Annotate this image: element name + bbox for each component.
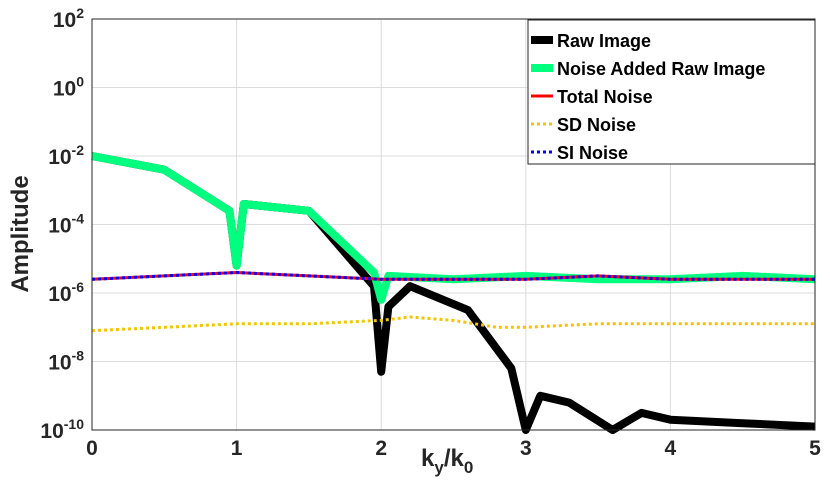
- x-tick-label: 1: [231, 437, 243, 460]
- legend-items: Raw Image Noise Added Raw Image Total Nois…: [531, 31, 765, 163]
- x-tick-label: 3: [520, 437, 532, 460]
- legend-label: Noise Added Raw Image: [557, 59, 765, 79]
- legend-label: SD Noise: [557, 115, 636, 135]
- x-axis-label: ky/k0: [421, 445, 473, 477]
- x-tick-labels: 0 1 2 3 4 5: [86, 437, 821, 460]
- series-lines: [91, 152, 816, 434]
- x-tick-label: 0: [86, 437, 98, 460]
- series-line-si-noise: [91, 271, 815, 281]
- y-tick-label: 102: [53, 5, 84, 32]
- y-tick-label: 10-8: [48, 348, 84, 375]
- series-line-sd-noise: [91, 315, 815, 333]
- y-axis-label: Amplitude: [7, 175, 34, 292]
- y-tick-labels: 102 100 10-2 10-4 10-6 10-8 10-10: [40, 5, 84, 443]
- legend-box: [527, 19, 816, 165]
- x-tick-label: 2: [375, 437, 387, 460]
- legend-label: SI Noise: [557, 143, 628, 163]
- legend-label: Total Noise: [557, 87, 653, 107]
- legend-label: Raw Image: [557, 31, 651, 51]
- y-tick-label: 100: [53, 74, 84, 101]
- x-tick-label: 5: [809, 437, 821, 460]
- legend: Raw Image Noise Added Raw Image Total Nois…: [527, 19, 816, 165]
- y-tick-label: 10-2: [48, 142, 84, 169]
- y-tick-label: 10-4: [48, 211, 84, 238]
- y-tick-label: 10-10: [40, 416, 84, 443]
- plot-frame: [91, 18, 816, 431]
- x-tick-label: 4: [665, 437, 677, 460]
- y-tick-label: 10-6: [48, 279, 84, 306]
